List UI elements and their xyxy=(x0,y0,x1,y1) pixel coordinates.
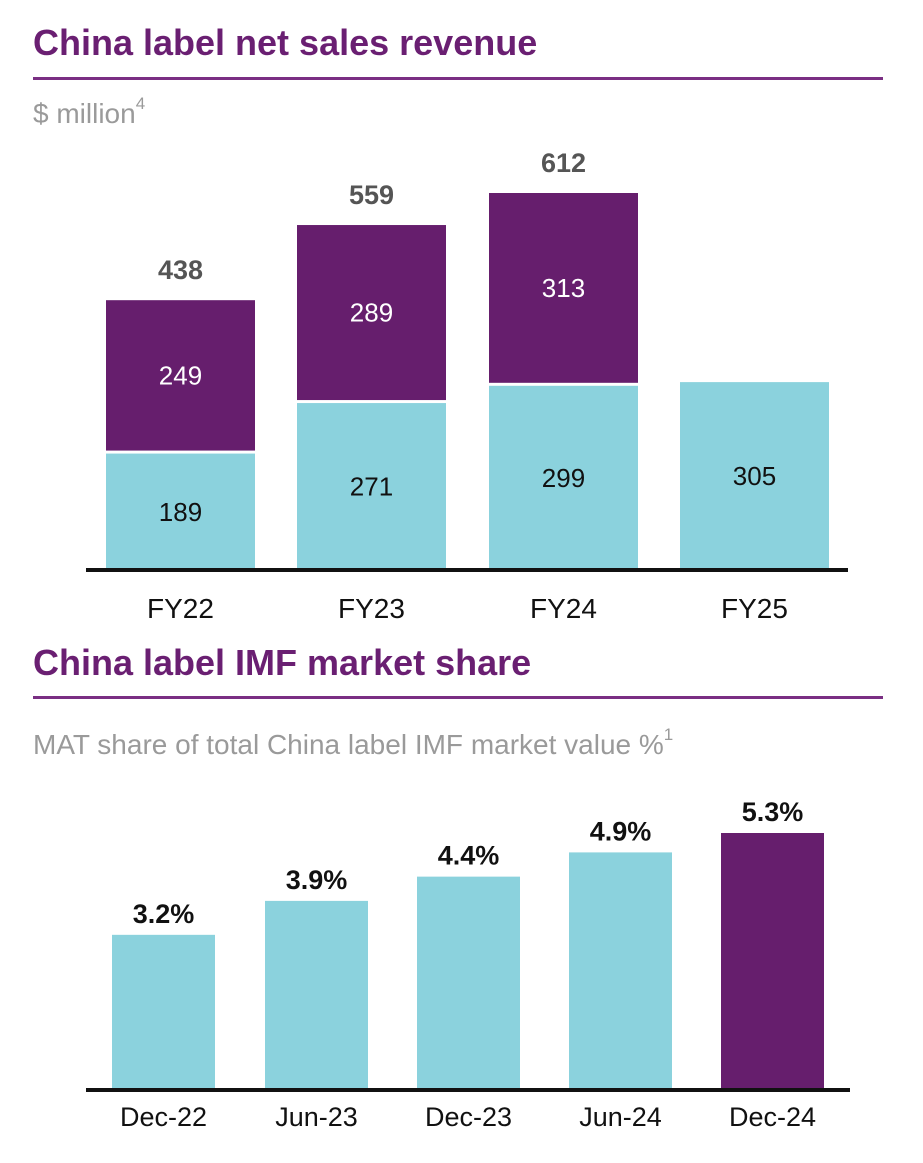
bar-dec-22 xyxy=(112,934,215,1090)
bar-jun-24-value-label: 4.9% xyxy=(590,816,652,846)
x-tick-label-jun-24: Jun-24 xyxy=(579,1102,662,1132)
bar-fy24-upper xyxy=(489,193,638,383)
x-tick-label-fy24: FY24 xyxy=(530,593,597,624)
bar-dec-24 xyxy=(721,833,824,1090)
x-tick-label-dec-22: Dec-22 xyxy=(120,1102,207,1132)
bar-fy25-lower xyxy=(680,382,829,570)
revenue-stacked-bar-chart: 189 249 438 FY22 271 289 559 FY23 299 313 612 FY24 3… xyxy=(86,148,848,624)
revenue-subtitle-text: $ million xyxy=(33,98,136,129)
bar-fy24-lower xyxy=(489,385,638,570)
bar-jun-23 xyxy=(265,900,368,1090)
bar-fy23-lower-label: 271 xyxy=(350,472,393,502)
bar-fy24-lower-label: 299 xyxy=(542,463,585,493)
bar-jun-24 xyxy=(569,852,672,1090)
x-tick-label-fy25: FY25 xyxy=(721,593,788,624)
revenue-subtitle-footnote: 4 xyxy=(135,94,146,113)
bar-fy22-upper xyxy=(106,300,255,451)
market-share-chart-subtitle: MAT share of total China label IMF marke… xyxy=(33,725,673,761)
bar-fy23-total-label: 559 xyxy=(349,180,394,210)
bar-fy22-total-label: 438 xyxy=(158,255,203,285)
bar-fy22-lower-label: 189 xyxy=(159,497,202,527)
x-tick-label-jun-23: Jun-23 xyxy=(275,1102,358,1132)
x-tick-label-dec-23: Dec-23 xyxy=(425,1102,512,1132)
x-tick-label-dec-24: Dec-24 xyxy=(729,1102,816,1132)
bar-fy25-lower-label: 305 xyxy=(733,461,776,491)
bar-fy24-total-label: 612 xyxy=(541,148,586,178)
bar-fy22-upper-label: 249 xyxy=(159,360,202,390)
market-share-title-rule xyxy=(33,696,883,699)
x-tick-label-fy22: FY22 xyxy=(147,593,214,624)
revenue-chart-title: China label net sales revenue xyxy=(33,22,538,63)
bar-fy22-lower xyxy=(106,453,255,570)
bar-dec-23-value-label: 4.4% xyxy=(438,841,500,871)
bar-dec-24-value-label: 5.3% xyxy=(742,797,804,827)
market-share-chart-title: China label IMF market share xyxy=(33,642,532,683)
market-share-subtitle-footnote: 1 xyxy=(663,725,674,744)
market-share-subtitle-text: MAT share of total China label IMF marke… xyxy=(33,729,664,760)
revenue-chart-subtitle: $ million4 xyxy=(33,94,145,130)
revenue-title-rule xyxy=(33,77,883,80)
bar-fy23-upper xyxy=(297,225,446,401)
x-tick-label-fy23: FY23 xyxy=(338,593,405,624)
bar-fy23-upper-label: 289 xyxy=(350,298,393,328)
bar-dec-22-value-label: 3.2% xyxy=(133,899,195,929)
bar-dec-23 xyxy=(417,876,520,1090)
bar-fy24-upper-label: 313 xyxy=(542,273,585,303)
bar-fy23-lower xyxy=(297,403,446,570)
bar-jun-23-value-label: 3.9% xyxy=(286,865,348,895)
